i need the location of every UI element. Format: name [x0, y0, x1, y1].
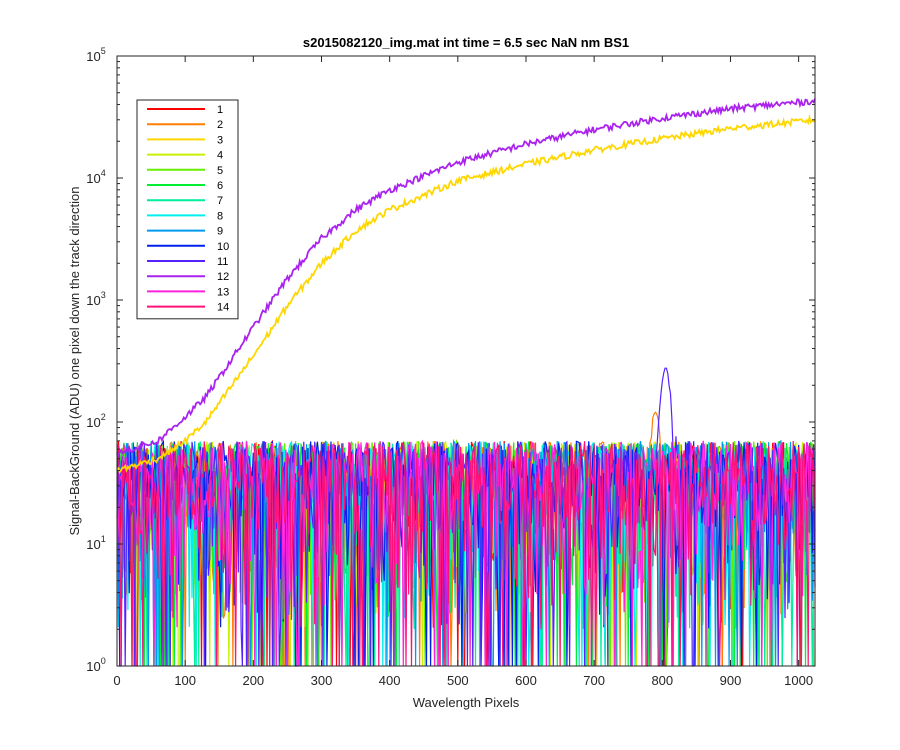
y-tick-exponent: 0 [101, 656, 106, 666]
series-line-12 [116, 98, 816, 458]
y-tick-label: 104 [86, 168, 105, 186]
legend-label-3: 3 [217, 134, 223, 146]
legend-box [136, 99, 239, 320]
y-tick-label: 100 [86, 656, 105, 674]
legend-label-4: 4 [217, 150, 223, 162]
legend-label-12: 12 [217, 271, 229, 283]
x-axis-label: Wavelength Pixels [413, 695, 520, 710]
y-tick-label: 101 [86, 534, 105, 552]
legend-label-9: 9 [217, 226, 223, 238]
legend-label-7: 7 [217, 195, 223, 207]
y-axis-label: Signal-BackGround (ADU) one pixel down t… [67, 186, 82, 535]
y-tick-exponent: 1 [101, 534, 106, 544]
y-tick-label: 103 [86, 290, 105, 308]
x-tick-label: 400 [379, 673, 401, 688]
series-layer [116, 98, 816, 667]
legend-label-1: 1 [217, 104, 223, 116]
x-tick-label: 200 [242, 673, 264, 688]
x-tick-label: 700 [583, 673, 605, 688]
series-line-14 [116, 440, 816, 667]
y-tick-exponent: 4 [101, 168, 106, 178]
x-tick-label: 0 [113, 673, 120, 688]
x-tick-label: 800 [651, 673, 673, 688]
x-tick-label: 600 [515, 673, 537, 688]
y-tick-label: 102 [86, 412, 105, 430]
x-tick-label: 300 [311, 673, 333, 688]
chart-title: s2015082120_img.mat int time = 6.5 sec N… [303, 35, 629, 50]
axes-box [116, 55, 816, 667]
legend-label-6: 6 [217, 180, 223, 192]
series-line-3 [116, 113, 816, 475]
legend-label-11: 11 [217, 256, 228, 268]
legend-label-5: 5 [217, 165, 223, 177]
x-tick-label: 100 [174, 673, 196, 688]
legend-label-14: 14 [217, 302, 229, 314]
x-tick-label: 500 [447, 673, 469, 688]
legend-label-10: 10 [217, 241, 229, 253]
y-tick-exponent: 2 [101, 412, 106, 422]
x-tick-label: 1000 [784, 673, 813, 688]
y-tick-exponent: 5 [101, 46, 106, 56]
ticks-layer: 0 100 200 300 400 500 600 700 800 900 100010010110… [86, 46, 815, 688]
y-tick-exponent: 3 [101, 290, 106, 300]
x-tick-label: 900 [720, 673, 742, 688]
legend-label-13: 13 [217, 286, 229, 298]
legend-label-2: 2 [217, 119, 223, 131]
legend-label-8: 8 [217, 210, 223, 222]
y-tick-label: 105 [86, 46, 105, 64]
